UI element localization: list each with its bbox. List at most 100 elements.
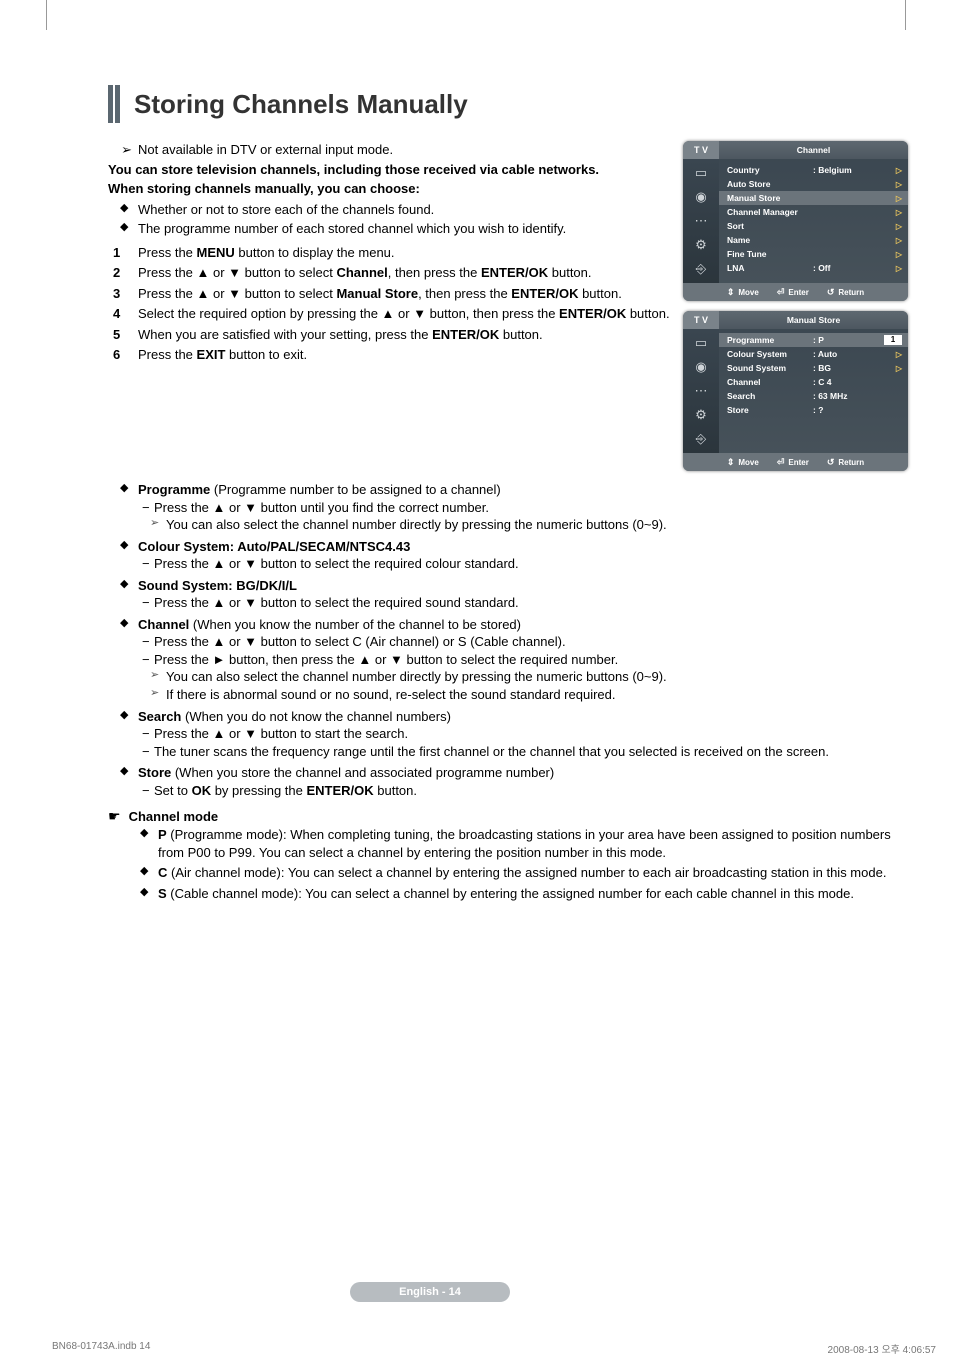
osd-tab: T V xyxy=(683,141,719,159)
option-note: You can also select the channel number d… xyxy=(138,668,908,686)
osd-row-label: LNA xyxy=(727,263,813,273)
osd-row-label: Search xyxy=(727,391,813,401)
osd-panel-manual-store: T V Manual Store ▭ ◉ ⋯ ⚙ ⎆ Programme: P1… xyxy=(683,311,908,471)
osd-row: Manual Store ▷ xyxy=(719,191,908,205)
crop-mark xyxy=(905,0,906,30)
chevron-right-icon: ▷ xyxy=(892,208,902,217)
step-item: 1Press the MENU button to display the me… xyxy=(108,244,671,262)
intro-line2: When storing channels manually, you can … xyxy=(108,180,671,198)
chevron-right-icon: ▷ xyxy=(892,364,902,373)
crop-mark xyxy=(46,0,47,30)
osd-row: Sort▷ xyxy=(727,219,902,233)
osd-row-label: Colour System xyxy=(727,349,813,359)
chevron-right-icon: ▷ xyxy=(892,194,902,203)
body-text-left: ➢ Not available in DTV or external input… xyxy=(108,141,671,481)
channel-mode-list: P (Programme mode): When completing tuni… xyxy=(138,826,908,902)
option-search: Search (When you do not know the channel… xyxy=(108,708,908,761)
option-sub: Press the ▲ or ▼ button to select the re… xyxy=(138,555,908,573)
channel-icon: ⋯ xyxy=(695,383,708,399)
channel-icon: ⋯ xyxy=(695,213,708,229)
pointer-icon: ☛ xyxy=(108,807,121,826)
intro-bullet: The programme number of each stored chan… xyxy=(108,220,671,238)
osd-row-label: Manual Store xyxy=(727,193,813,203)
osd-panel-channel: T V Channel ▭ ◉ ⋯ ⚙ ⎆ Country: Belgium▷A… xyxy=(683,141,908,301)
channel-mode-heading: ☛ Channel mode xyxy=(108,807,908,826)
picture-icon: ▭ xyxy=(695,165,707,181)
osd-sidebar-icons: ▭ ◉ ⋯ ⚙ ⎆ xyxy=(683,159,719,283)
title-stripes-icon xyxy=(108,85,120,123)
osd-row-label: Channel Manager xyxy=(727,207,813,217)
return-icon: ↺ xyxy=(827,457,835,468)
options-section: Programme (Programme number to be assign… xyxy=(108,481,908,902)
osd-input: 1 xyxy=(884,335,902,345)
osd-menu-list: Country: Belgium▷Auto Store▷Manual Store… xyxy=(719,159,908,283)
option-sub: Press the ► button, then press the ▲ or … xyxy=(138,651,908,669)
setup-icon: ⚙ xyxy=(695,407,707,423)
sound-icon: ◉ xyxy=(695,189,706,205)
footer-meta-right: 2008-08-13 오후 4:06:57 xyxy=(828,1341,936,1356)
enter-icon: ⏎ xyxy=(777,287,785,298)
steps-list: 1Press the MENU button to display the me… xyxy=(108,244,671,364)
step-item: 3Press the ▲ or ▼ button to select Manua… xyxy=(108,285,671,303)
osd-row-label: Channel xyxy=(727,377,813,387)
chevron-right-icon: ▷ xyxy=(892,180,902,189)
osd-row-label: Fine Tune xyxy=(727,249,813,259)
step-item: 4Select the required option by pressing … xyxy=(108,305,671,323)
input-icon: ⎆ xyxy=(696,261,706,277)
osd-row: Channel: C 4 xyxy=(727,375,902,389)
step-item: 6Press the EXIT button to exit. xyxy=(108,346,671,364)
chevron-right-icon: ▷ xyxy=(892,250,902,259)
chevron-right-icon: ▷ xyxy=(892,166,902,175)
osd-row-value: : BG xyxy=(813,363,892,373)
page-number-badge: English - 14 xyxy=(350,1282,510,1302)
step-item: 2Press the ▲ or ▼ button to select Chann… xyxy=(108,264,671,282)
chevron-right-icon: ▷ xyxy=(892,264,902,273)
osd-row: Channel Manager ▷ xyxy=(727,205,902,219)
osd-row-label: Name xyxy=(727,235,813,245)
osd-row: Country: Belgium▷ xyxy=(727,163,902,177)
osd-title: Channel xyxy=(719,141,908,159)
chevron-right-icon: ▷ xyxy=(892,236,902,245)
osd-row-value: : Auto xyxy=(813,349,892,359)
osd-row: Store: ? xyxy=(727,403,902,417)
picture-icon: ▭ xyxy=(695,335,707,351)
option-sub: Press the ▲ or ▼ button to select the re… xyxy=(138,594,908,612)
osd-row: Auto Store ▷ xyxy=(727,177,902,191)
osd-row: Programme: P1 xyxy=(719,333,908,347)
option-sub: Press the ▲ or ▼ button until you find t… xyxy=(138,499,908,517)
option-programme: Programme (Programme number to be assign… xyxy=(108,481,908,534)
title-bar: Storing Channels Manually xyxy=(108,85,908,123)
osd-row-label: Sound System xyxy=(727,363,813,373)
sound-icon: ◉ xyxy=(695,359,706,375)
footer-meta-left: BN68-01743A.indb 14 xyxy=(52,1341,150,1352)
osd-row: Search: 63 MHz xyxy=(727,389,902,403)
osd-row: Colour System: Auto▷ xyxy=(727,347,902,361)
intro-line1: You can store television channels, inclu… xyxy=(108,161,671,179)
osd-row: Name ▷ xyxy=(727,233,902,247)
move-icon: ⇕ xyxy=(727,287,735,298)
osd-row-value: : 63 MHz xyxy=(813,391,902,401)
osd-footer: ⇕Move ⏎Enter ↺Return xyxy=(683,453,908,471)
move-icon: ⇕ xyxy=(727,457,735,468)
osd-row-value: : Belgium xyxy=(813,165,892,175)
option-sub: Set to OK by pressing the ENTER/OK butto… xyxy=(138,782,908,800)
option-sub: Press the ▲ or ▼ button to start the sea… xyxy=(138,725,908,743)
intro-note: Not available in DTV or external input m… xyxy=(138,142,393,157)
osd-title: Manual Store xyxy=(719,311,908,329)
option-channel: Channel (When you know the number of the… xyxy=(108,616,908,704)
osd-menu-list: Programme: P1Colour System: Auto▷Sound S… xyxy=(719,329,908,453)
option-sound: Sound System: BG/DK/I/L Press the ▲ or ▼… xyxy=(108,577,908,612)
osd-row-label: Auto Store xyxy=(727,179,813,189)
intro-bullets: Whether or not to store each of the chan… xyxy=(108,201,671,238)
channel-mode-item: P (Programme mode): When completing tuni… xyxy=(138,826,908,861)
osd-row-label: Store xyxy=(727,405,813,415)
chevron-right-icon: ▷ xyxy=(892,222,902,231)
page-content: Storing Channels Manually ➢ Not availabl… xyxy=(108,85,908,905)
channel-mode-item: S (Cable channel mode): You can select a… xyxy=(138,885,908,903)
input-icon: ⎆ xyxy=(696,431,706,447)
osd-row-value: : C 4 xyxy=(813,377,902,387)
option-store: Store (When you store the channel and as… xyxy=(108,764,908,799)
enter-icon: ⏎ xyxy=(777,457,785,468)
option-colour: Colour System: Auto/PAL/SECAM/NTSC4.43 P… xyxy=(108,538,908,573)
option-sub: Press the ▲ or ▼ button to select C (Air… xyxy=(138,633,908,651)
